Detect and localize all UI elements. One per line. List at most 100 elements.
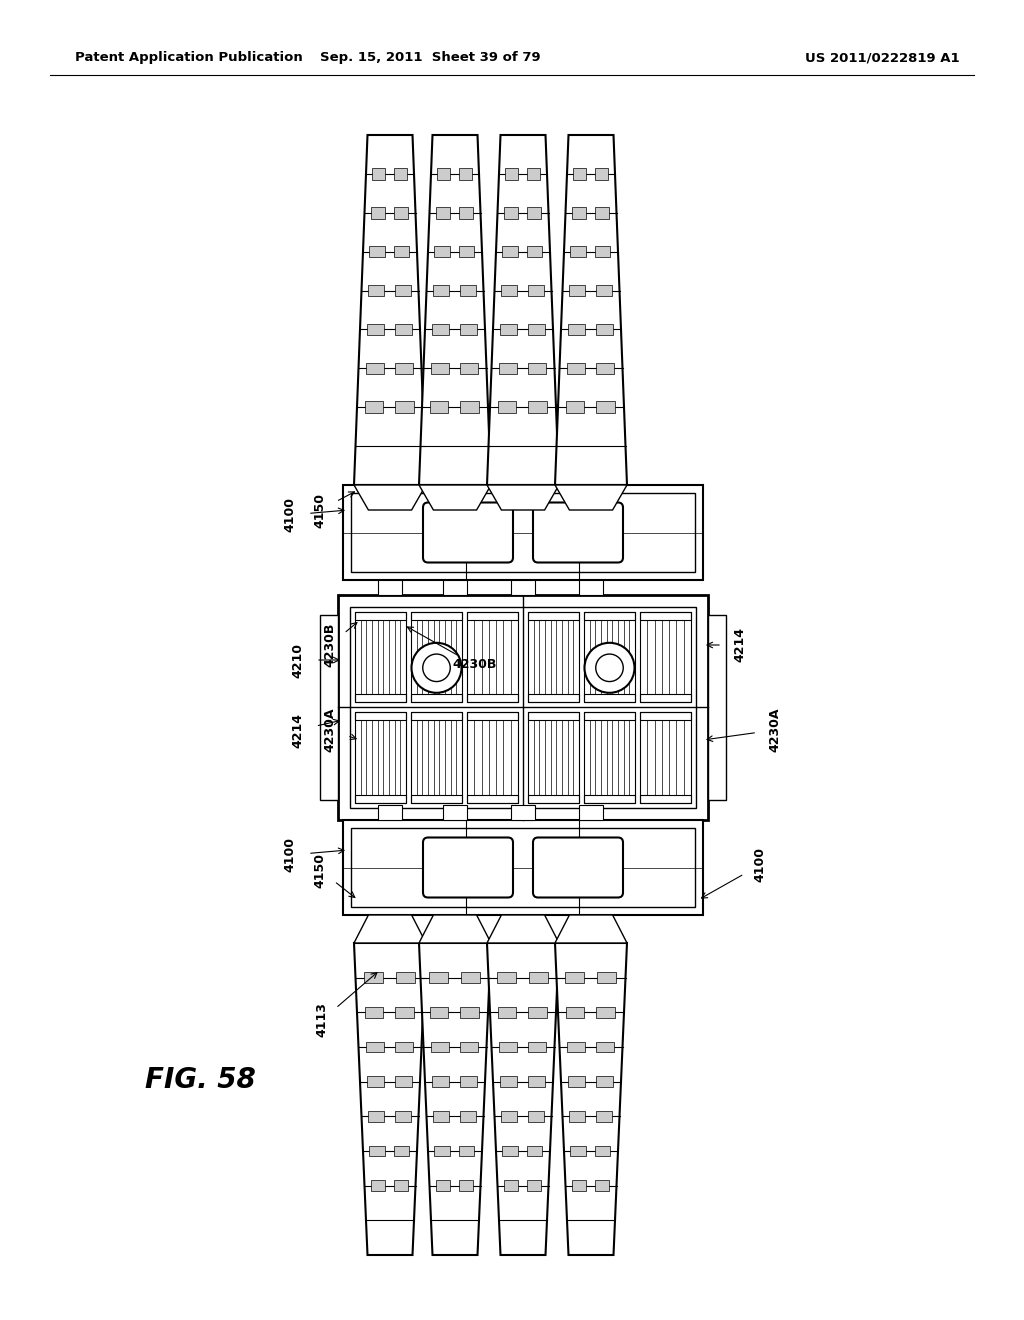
- Bar: [527, 1111, 544, 1122]
- Bar: [467, 612, 518, 702]
- Bar: [584, 711, 635, 719]
- Bar: [528, 1007, 547, 1018]
- Bar: [355, 612, 406, 702]
- Bar: [584, 795, 635, 803]
- Bar: [596, 323, 612, 335]
- Bar: [395, 363, 413, 374]
- Polygon shape: [555, 135, 627, 484]
- Bar: [433, 1111, 450, 1122]
- Bar: [460, 401, 479, 413]
- Bar: [595, 246, 610, 257]
- Text: 4214: 4214: [733, 627, 746, 663]
- Bar: [595, 1180, 609, 1191]
- Bar: [596, 1077, 612, 1086]
- Bar: [528, 1041, 546, 1052]
- Text: 4100: 4100: [284, 837, 297, 873]
- Bar: [395, 1077, 412, 1086]
- Bar: [437, 168, 451, 180]
- FancyBboxPatch shape: [534, 503, 623, 562]
- Text: Patent Application Publication: Patent Application Publication: [75, 51, 303, 65]
- Bar: [350, 607, 696, 808]
- Bar: [568, 1077, 585, 1086]
- Bar: [460, 246, 474, 257]
- Bar: [365, 1007, 383, 1018]
- Text: US 2011/0222819 A1: US 2011/0222819 A1: [805, 51, 961, 65]
- Bar: [565, 973, 584, 983]
- Bar: [567, 1041, 585, 1052]
- Polygon shape: [487, 135, 559, 484]
- Bar: [570, 246, 586, 257]
- Bar: [596, 1041, 613, 1052]
- Bar: [567, 363, 585, 374]
- Bar: [460, 323, 476, 335]
- Bar: [569, 285, 586, 297]
- Bar: [460, 363, 477, 374]
- Bar: [595, 168, 608, 180]
- Bar: [460, 1077, 476, 1086]
- Bar: [394, 1146, 410, 1156]
- Bar: [503, 1146, 517, 1156]
- Bar: [571, 1180, 586, 1191]
- Bar: [434, 1146, 450, 1156]
- Bar: [460, 1041, 477, 1052]
- Bar: [584, 612, 635, 702]
- Text: 4150: 4150: [313, 853, 327, 887]
- Bar: [411, 711, 462, 719]
- Bar: [528, 694, 579, 702]
- Bar: [640, 612, 691, 620]
- Bar: [319, 615, 338, 800]
- Bar: [505, 168, 518, 180]
- Bar: [640, 795, 691, 803]
- Bar: [338, 595, 708, 820]
- Text: 4100: 4100: [284, 498, 297, 532]
- Bar: [429, 973, 449, 983]
- Polygon shape: [487, 915, 559, 942]
- Bar: [351, 492, 695, 572]
- Bar: [394, 285, 411, 297]
- Bar: [527, 1146, 543, 1156]
- Bar: [364, 973, 383, 983]
- Bar: [640, 711, 691, 719]
- Text: 4230B: 4230B: [324, 623, 337, 667]
- Bar: [431, 1041, 449, 1052]
- Bar: [579, 579, 603, 595]
- Bar: [372, 168, 385, 180]
- Bar: [459, 207, 473, 219]
- Bar: [411, 795, 462, 803]
- Bar: [595, 207, 609, 219]
- Bar: [511, 805, 535, 820]
- Bar: [430, 1007, 449, 1018]
- Bar: [571, 207, 586, 219]
- Bar: [527, 1077, 545, 1086]
- Bar: [596, 363, 613, 374]
- Bar: [355, 694, 406, 702]
- Bar: [596, 1007, 614, 1018]
- Polygon shape: [555, 915, 627, 942]
- Circle shape: [585, 643, 635, 693]
- Bar: [371, 207, 385, 219]
- Polygon shape: [419, 915, 490, 942]
- Polygon shape: [419, 135, 490, 484]
- Bar: [435, 207, 450, 219]
- Bar: [411, 612, 462, 702]
- Bar: [467, 711, 518, 803]
- Bar: [395, 973, 415, 983]
- Bar: [394, 168, 408, 180]
- Bar: [570, 1146, 586, 1156]
- Polygon shape: [555, 942, 627, 1255]
- Bar: [460, 1146, 474, 1156]
- Bar: [394, 1180, 409, 1191]
- Bar: [368, 323, 384, 335]
- Bar: [500, 1077, 517, 1086]
- Bar: [460, 285, 475, 297]
- Bar: [527, 285, 544, 297]
- Polygon shape: [354, 484, 426, 510]
- Bar: [369, 1111, 384, 1122]
- Bar: [432, 1077, 449, 1086]
- Bar: [394, 1111, 411, 1122]
- Bar: [394, 207, 409, 219]
- Bar: [395, 401, 414, 413]
- Bar: [432, 323, 449, 335]
- Bar: [411, 612, 462, 620]
- Bar: [527, 323, 545, 335]
